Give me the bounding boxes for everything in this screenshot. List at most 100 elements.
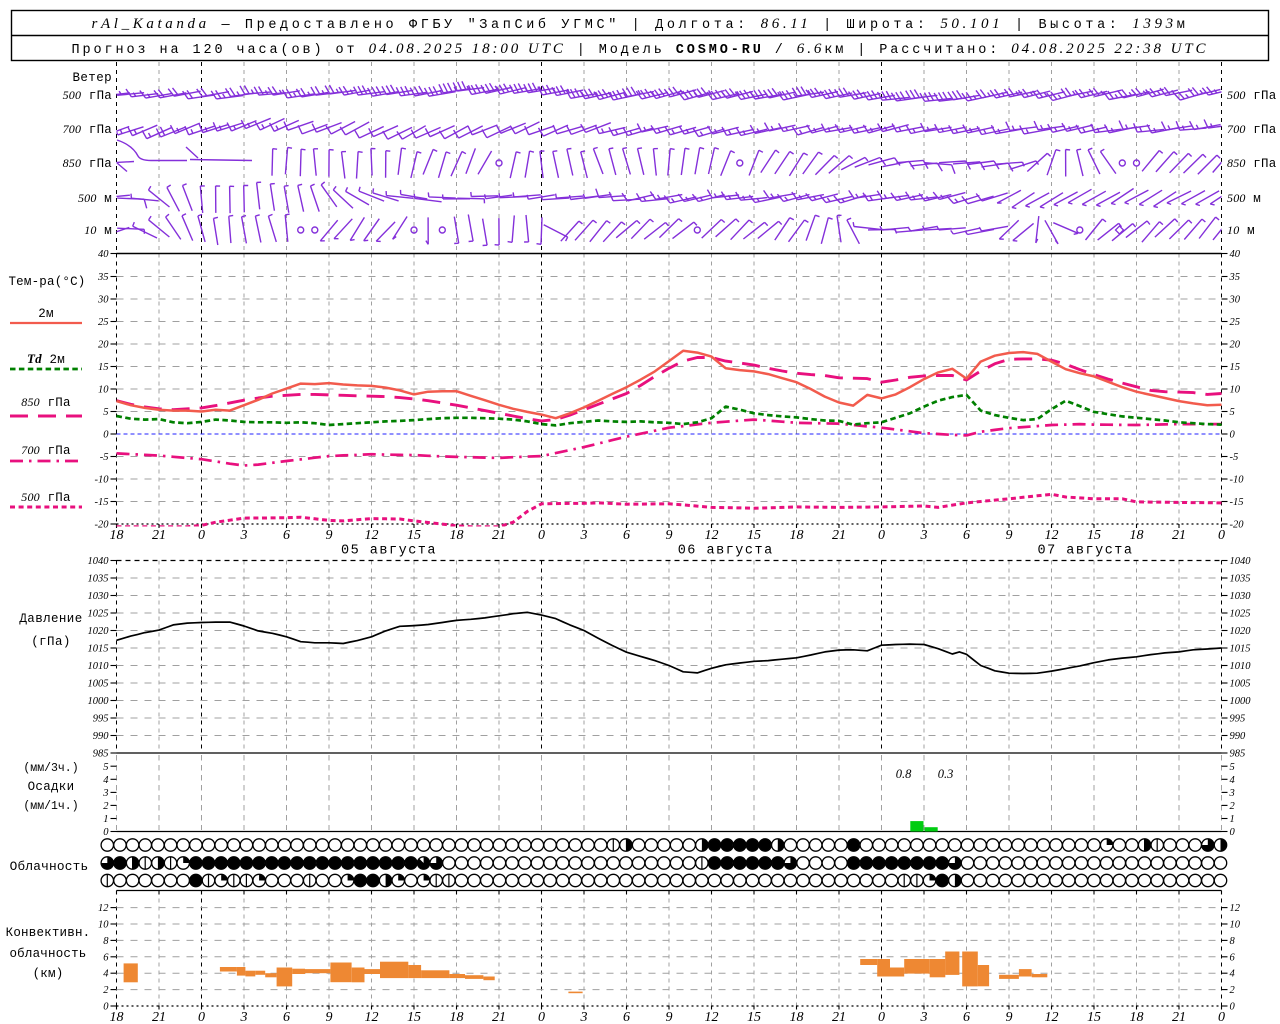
svg-text:0: 0 bbox=[1230, 1002, 1236, 1013]
svg-text:0: 0 bbox=[1218, 1010, 1225, 1024]
svg-text:10: 10 bbox=[98, 920, 109, 931]
svg-text:3: 3 bbox=[102, 788, 108, 799]
svg-text:3: 3 bbox=[920, 528, 928, 543]
svg-text:3: 3 bbox=[240, 1010, 248, 1024]
svg-text:(гПа): (гПа) bbox=[31, 635, 71, 649]
svg-text:6: 6 bbox=[103, 952, 109, 963]
svg-text:12: 12 bbox=[365, 528, 379, 543]
svg-text:990: 990 bbox=[1230, 731, 1247, 742]
svg-text:20: 20 bbox=[1230, 340, 1241, 351]
svg-text:-10: -10 bbox=[95, 475, 110, 486]
svg-text:21: 21 bbox=[1172, 1010, 1186, 1024]
svg-text:0: 0 bbox=[878, 1010, 885, 1024]
svg-text:1010: 1010 bbox=[88, 661, 110, 672]
svg-text:9: 9 bbox=[1006, 528, 1013, 543]
svg-text:850 гПа: 850 гПа bbox=[1227, 156, 1277, 171]
svg-text:2: 2 bbox=[1230, 985, 1236, 996]
svg-text:500 гПа: 500 гПа bbox=[1227, 88, 1277, 103]
svg-text:Td 2м: Td 2м bbox=[27, 351, 65, 367]
svg-text:Облачность: Облачность bbox=[10, 859, 89, 874]
svg-text:rAl_Katanda — Предоставлено ФГ: rAl_Katanda — Предоставлено ФГБУ "ЗапСиб… bbox=[92, 16, 1189, 33]
svg-text:1025: 1025 bbox=[88, 609, 109, 620]
svg-text:1000: 1000 bbox=[88, 696, 110, 707]
svg-text:9: 9 bbox=[326, 1010, 333, 1024]
svg-text:25: 25 bbox=[98, 317, 109, 328]
svg-text:1005: 1005 bbox=[1230, 679, 1251, 690]
svg-text:18: 18 bbox=[1130, 1010, 1144, 1024]
svg-text:1025: 1025 bbox=[1230, 609, 1251, 620]
svg-text:21: 21 bbox=[152, 1010, 166, 1024]
svg-text:3: 3 bbox=[580, 1010, 588, 1024]
svg-text:1040: 1040 bbox=[88, 556, 110, 567]
svg-text:18: 18 bbox=[110, 1010, 124, 1024]
svg-text:995: 995 bbox=[1230, 714, 1246, 725]
svg-text:9: 9 bbox=[326, 528, 333, 543]
svg-text:-15: -15 bbox=[1230, 497, 1244, 508]
svg-text:10: 10 bbox=[1230, 385, 1241, 396]
svg-text:2: 2 bbox=[103, 985, 109, 996]
svg-text:10: 10 bbox=[1230, 920, 1241, 931]
svg-text:5: 5 bbox=[103, 407, 108, 418]
svg-text:18: 18 bbox=[790, 528, 804, 543]
svg-text:0.3: 0.3 bbox=[938, 767, 954, 781]
svg-text:9: 9 bbox=[1006, 1010, 1013, 1024]
svg-text:18: 18 bbox=[450, 528, 464, 543]
svg-text:8: 8 bbox=[103, 936, 109, 947]
svg-text:6: 6 bbox=[623, 1010, 630, 1024]
svg-text:Прогноз на 120 часа(ов) от 04.: Прогноз на 120 часа(ов) от 04.08.2025 18… bbox=[72, 41, 1209, 58]
svg-text:35: 35 bbox=[97, 272, 109, 283]
svg-text:0: 0 bbox=[198, 1010, 205, 1024]
svg-text:0: 0 bbox=[103, 430, 109, 441]
svg-text:12: 12 bbox=[1230, 903, 1241, 914]
svg-text:18: 18 bbox=[450, 1010, 464, 1024]
svg-text:5: 5 bbox=[103, 762, 108, 773]
svg-text:21: 21 bbox=[152, 528, 166, 543]
svg-text:-20: -20 bbox=[95, 520, 110, 531]
svg-text:6: 6 bbox=[623, 528, 630, 543]
svg-text:1030: 1030 bbox=[1230, 591, 1252, 602]
svg-text:6: 6 bbox=[1230, 952, 1236, 963]
svg-text:20: 20 bbox=[98, 340, 109, 351]
svg-text:5: 5 bbox=[1230, 762, 1235, 773]
svg-text:21: 21 bbox=[832, 528, 846, 543]
svg-text:3: 3 bbox=[1229, 788, 1235, 799]
svg-text:1015: 1015 bbox=[1230, 644, 1251, 655]
svg-text:5: 5 bbox=[1230, 407, 1235, 418]
svg-text:(мм/3ч.): (мм/3ч.) bbox=[23, 762, 78, 775]
svg-text:500 гПа: 500 гПа bbox=[63, 88, 113, 103]
svg-text:07 августа: 07 августа bbox=[1037, 544, 1133, 559]
svg-text:1000: 1000 bbox=[1230, 696, 1252, 707]
svg-text:12: 12 bbox=[705, 528, 719, 543]
svg-text:05 августа: 05 августа bbox=[341, 544, 437, 559]
svg-text:15: 15 bbox=[407, 528, 421, 543]
svg-text:0: 0 bbox=[198, 528, 205, 543]
svg-text:Осадки: Осадки bbox=[28, 780, 75, 794]
svg-text:0: 0 bbox=[878, 528, 885, 543]
svg-text:1: 1 bbox=[1230, 814, 1235, 825]
svg-text:15: 15 bbox=[747, 528, 761, 543]
svg-text:6: 6 bbox=[283, 528, 290, 543]
svg-text:1035: 1035 bbox=[1230, 574, 1251, 585]
svg-text:12: 12 bbox=[1045, 528, 1059, 543]
svg-text:1015: 1015 bbox=[88, 644, 109, 655]
svg-text:-5: -5 bbox=[100, 452, 109, 463]
svg-text:15: 15 bbox=[1087, 1010, 1101, 1024]
svg-text:1005: 1005 bbox=[88, 679, 109, 690]
svg-text:0: 0 bbox=[538, 1010, 545, 1024]
svg-text:40: 40 bbox=[1230, 249, 1241, 260]
svg-text:0: 0 bbox=[1230, 430, 1236, 441]
svg-text:1030: 1030 bbox=[88, 591, 110, 602]
svg-text:-10: -10 bbox=[1230, 475, 1245, 486]
svg-text:2: 2 bbox=[103, 801, 109, 812]
svg-text:2м: 2м bbox=[38, 307, 53, 321]
svg-text:1035: 1035 bbox=[88, 574, 109, 585]
svg-text:15: 15 bbox=[747, 1010, 761, 1024]
svg-text:-5: -5 bbox=[1230, 452, 1239, 463]
svg-text:500 м: 500 м bbox=[78, 191, 112, 206]
svg-text:985: 985 bbox=[1230, 749, 1246, 760]
svg-text:облачность: облачность bbox=[9, 947, 86, 961]
svg-text:2: 2 bbox=[1230, 801, 1236, 812]
svg-text:(мм/1ч.): (мм/1ч.) bbox=[23, 800, 78, 813]
svg-text:10 м: 10 м bbox=[1227, 223, 1255, 238]
svg-text:12: 12 bbox=[705, 1010, 719, 1024]
